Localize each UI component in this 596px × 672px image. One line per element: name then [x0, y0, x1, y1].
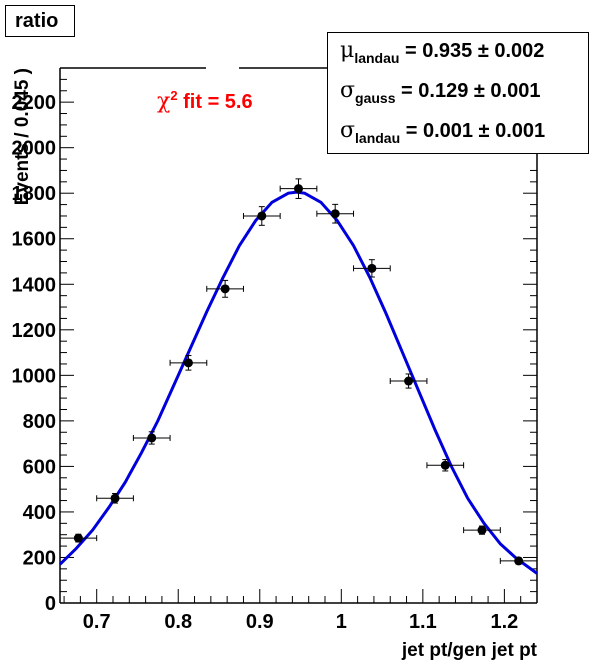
- x-tick-label: 1: [336, 611, 347, 633]
- data-point-group: [463, 525, 501, 535]
- y-tick-label: 400: [23, 502, 56, 524]
- stat-sigma-landau: σlandau = 0.001 ± 0.001: [340, 118, 545, 146]
- tick-labels-group: 0 200 400 600 800 1000 1200 1400 1600 1800 2000 220…: [12, 92, 519, 633]
- data-point-group: [316, 203, 355, 224]
- histogram-title: ratio: [15, 10, 59, 32]
- data-point: [404, 376, 414, 386]
- y-tick-label: 0: [45, 593, 56, 615]
- data-point-group: [169, 355, 208, 371]
- y-tick-label: 2000: [12, 138, 57, 160]
- data-point: [440, 460, 450, 470]
- data-point-group: [499, 556, 538, 566]
- data-point: [110, 493, 120, 503]
- y-tick-label: 600: [23, 456, 56, 478]
- stat-mu-landau: μlandau = 0.935 ± 0.002: [340, 38, 544, 66]
- fit-parameters-box: μlandau = 0.935 ± 0.002 σgauss = 0.129 ±…: [327, 32, 589, 154]
- data-point-group: [279, 178, 318, 199]
- data-point: [367, 263, 377, 273]
- data-point: [514, 556, 524, 566]
- stat-subscript: landau: [355, 130, 401, 146]
- y-tick-label: 1000: [12, 365, 57, 387]
- x-tick-label: 0.9: [246, 611, 274, 633]
- chi-exponent: 2: [170, 88, 178, 103]
- x-tick-label: 1.1: [409, 611, 437, 633]
- data-points-group: [59, 178, 538, 566]
- stat-value: = 0.935 ± 0.002: [399, 40, 545, 62]
- y-tick-label: 1400: [12, 274, 57, 296]
- data-point: [220, 284, 230, 294]
- fit-curve: [58, 190, 538, 575]
- y-tick-label: 1600: [12, 229, 57, 251]
- y-tick-label: 1800: [12, 183, 57, 205]
- data-point: [330, 209, 340, 219]
- x-axis-title: jet pt/gen jet pt: [401, 640, 538, 661]
- data-point-group: [353, 259, 391, 278]
- data-point-group: [389, 373, 428, 389]
- data-point: [477, 525, 487, 535]
- data-point-group: [59, 533, 98, 543]
- stat-sigma-gauss: σgauss = 0.129 ± 0.001: [340, 78, 540, 106]
- data-point: [147, 433, 157, 443]
- data-point: [183, 358, 193, 368]
- data-point-group: [96, 492, 134, 504]
- x-tick-label: 0.7: [83, 611, 111, 633]
- fit-curve-group: [58, 190, 538, 575]
- stat-symbol: μ: [340, 38, 355, 63]
- chi-symbol: χ: [157, 89, 171, 114]
- stat-symbol: σ: [340, 118, 356, 143]
- data-point-group: [426, 459, 465, 472]
- histogram-title-box: ratio: [5, 5, 75, 37]
- y-tick-label: 800: [23, 411, 56, 433]
- stat-value: = 0.001 ± 0.001: [400, 120, 546, 142]
- stat-subscript: gauss: [355, 90, 396, 106]
- axes: [59, 67, 538, 604]
- y-tick-label: 200: [23, 547, 56, 569]
- y-tick-label: 2200: [12, 92, 57, 114]
- data-point-group: [206, 279, 244, 298]
- data-point-group: [242, 206, 281, 226]
- data-point-group: [132, 431, 171, 445]
- data-point: [73, 533, 83, 543]
- stat-value: = 0.129 ± 0.001: [395, 80, 541, 102]
- stat-symbol: σ: [340, 78, 356, 103]
- data-point: [257, 211, 267, 221]
- chi2-label: χ2 fit = 5.6: [157, 88, 253, 114]
- y-tick-label: 1200: [12, 320, 57, 342]
- data-point: [294, 184, 303, 194]
- x-tick-label: 0.8: [164, 611, 192, 633]
- x-tick-label: 1.2: [490, 611, 518, 633]
- y-axis-title: Events / 0.045 ): [12, 68, 33, 205]
- stat-subscript: landau: [354, 50, 400, 66]
- chi2-value: fit = 5.6: [177, 91, 253, 113]
